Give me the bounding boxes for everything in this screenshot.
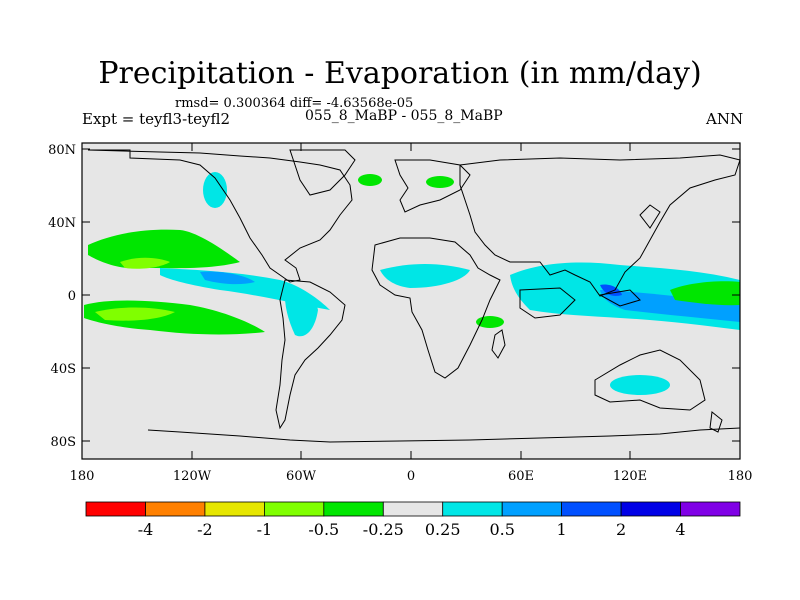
coast-greenland: [289, 149, 356, 196]
coast-new-guinea: [598, 289, 641, 307]
y-tick-label: 80S: [51, 435, 76, 450]
coast-new-zealand: [709, 411, 723, 433]
colorbar: -4 -2 -1 -0.5 -0.25 0.25 0.5 1 2 4: [85, 501, 741, 539]
anomaly-fields: [84, 172, 740, 395]
field-europe-green: [426, 176, 454, 188]
colorbar-label: 1: [557, 520, 567, 539]
x-tick-label: 180: [728, 469, 753, 484]
y-tick-label: 40N: [48, 216, 76, 231]
x-tick-label: 180: [70, 469, 95, 484]
field-npacific-green: [88, 229, 240, 269]
colorbar-label: -4: [138, 520, 154, 539]
colorbar-label: -0.25: [363, 520, 404, 539]
colorbar-swatch: [382, 501, 444, 517]
y-tick-marks: [82, 148, 740, 442]
colorbar-label: -1: [257, 520, 273, 539]
colorbar-label: 4: [675, 520, 685, 539]
colorbar-swatch: [680, 501, 741, 517]
field-africa-cyan: [380, 264, 470, 288]
colorbar-swatch: [323, 501, 384, 517]
colorbar-swatch: [620, 501, 681, 517]
colorbar-label: 0.5: [489, 520, 514, 539]
colorbar-label: -0.5: [308, 520, 339, 539]
y-tick-label: 40S: [51, 362, 76, 377]
coast-north-america: [87, 149, 353, 283]
colorbar-swatch: [85, 501, 146, 517]
coast-madagascar: [491, 329, 506, 359]
field-tropic-blue: [200, 271, 255, 285]
coast-europe: [394, 159, 471, 213]
coastlines: [87, 149, 741, 443]
colorbar-swatch: [561, 501, 622, 517]
field-satl-green: [476, 316, 504, 328]
colorbar-swatch: [145, 501, 206, 517]
colorbar-swatch: [501, 501, 563, 517]
colorbar-label: 2: [616, 520, 626, 539]
coast-australia: [594, 349, 706, 411]
field-australia-cyan: [610, 375, 670, 395]
x-tick-label: 120E: [613, 469, 647, 484]
colorbar-swatch: [442, 501, 503, 517]
coast-japan: [639, 204, 661, 229]
coast-antarctica: [147, 427, 741, 443]
y-tick-label: 0: [68, 289, 76, 304]
stats-label: rmsd= 0.300364 diff= -4.63568e-05: [175, 96, 414, 111]
coast-africa: [371, 237, 501, 379]
field-namerica-cyan: [203, 172, 227, 208]
x-tick-label: 0: [407, 469, 415, 484]
season-label: ANN: [706, 110, 744, 128]
experiment-label: Expt = teyfl3-teyfl2: [82, 110, 231, 128]
map-subtitle: 055_8_MaBP - 055_8_MaBP: [305, 108, 503, 124]
field-epacific-green: [670, 281, 740, 306]
field-greenland-green: [358, 174, 382, 186]
coast-asia: [459, 154, 741, 297]
field-samerica-cyan: [284, 288, 318, 337]
map-title: Precipitation - Evaporation (in mm/day): [98, 56, 702, 91]
field-npacific-lightgreen: [120, 257, 170, 269]
colorbar-swatch: [263, 501, 325, 517]
x-tick-marks: [81, 143, 741, 459]
colorbar-swatch: [204, 501, 265, 517]
colorbar-label: 0.25: [425, 520, 461, 539]
coast-indonesia: [519, 287, 576, 319]
coast-south-america: [275, 279, 346, 430]
colorbar-label: -2: [197, 520, 213, 539]
field-spacific-lightgreen: [95, 307, 175, 321]
field-wpacific-blue: [600, 290, 740, 322]
x-tick-label: 60W: [286, 469, 317, 484]
x-tick-label: 60E: [508, 469, 534, 484]
field-wpacific-darkblue: [600, 284, 622, 296]
x-tick-label: 120W: [173, 469, 212, 484]
y-tick-label: 80N: [48, 143, 76, 158]
